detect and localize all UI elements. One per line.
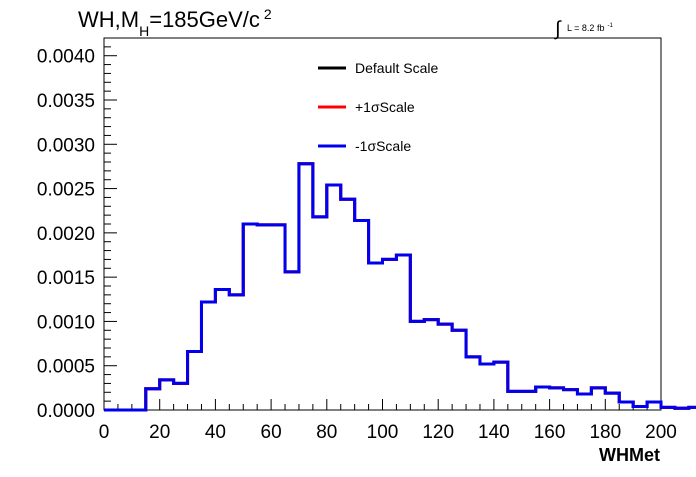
lumi-text: L = 8.2 fb -1: [567, 23, 613, 33]
y-tick-label: 0.0025: [37, 180, 95, 201]
y-tick-label: 0.0005: [37, 357, 95, 378]
legend-label: -1σScale: [355, 138, 411, 154]
x-axis-label: WHMet: [599, 445, 660, 465]
legend-label: Default Scale: [355, 60, 438, 76]
y-tick-label: 0.0030: [37, 135, 95, 156]
x-tick-label: 60: [261, 422, 282, 443]
integral-sign: ∫: [554, 18, 562, 40]
x-tick-label: 180: [589, 422, 621, 443]
lumi-label: ∫ L = 8.2 fb -1: [554, 18, 613, 40]
series-line-2: [104, 162, 696, 412]
x-tick-label: 80: [316, 422, 337, 443]
y-tick-label: 0.0000: [37, 401, 95, 422]
x-tick-label: 140: [478, 422, 510, 443]
legend-label: +1σScale: [355, 99, 415, 115]
y-tick-label: 0.0010: [37, 312, 95, 333]
legend: Default Scale +1σScale -1σScale: [318, 60, 438, 154]
series-line-1: [104, 162, 696, 412]
y-tick-label: 0.0035: [37, 91, 95, 112]
x-tick-label: 0: [99, 422, 110, 443]
x-tick-label: 200: [645, 422, 677, 443]
chart-title: WH,MH=185GeV/c 2: [78, 6, 272, 39]
series-layer: [104, 162, 696, 412]
axis-tick-labels: 0 20 40 60 80 100 120 140 160 180 200 0.0000 0.0005 0…: [37, 47, 677, 443]
axis-ticks: [103, 37, 662, 411]
y-tick-label: 0.0040: [37, 47, 95, 68]
y-tick-label: 0.0020: [37, 224, 95, 245]
x-tick-label: 160: [534, 422, 566, 443]
x-tick-label: 40: [205, 422, 226, 443]
series-line-3: [104, 162, 696, 412]
x-tick-label: 20: [149, 422, 170, 443]
x-tick-label: 120: [422, 422, 454, 443]
y-tick-label: 0.0015: [37, 268, 95, 289]
x-tick-label: 100: [367, 422, 399, 443]
